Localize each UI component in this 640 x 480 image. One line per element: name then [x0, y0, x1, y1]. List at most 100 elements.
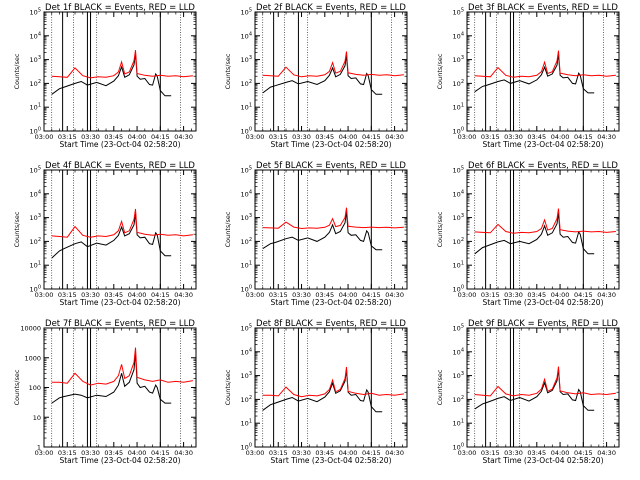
- y-tick-label: 103: [241, 213, 252, 222]
- x-tick-label: 03:30: [81, 133, 100, 141]
- y-tick-label: 103: [241, 55, 252, 64]
- y-tick-label: 10: [33, 414, 41, 422]
- plot-area: [262, 328, 404, 447]
- plot-frame: [466, 11, 620, 132]
- x-tick-label: 03:15: [481, 449, 500, 457]
- panel-title: Det 2f BLACK = Events, RED = LLD: [256, 3, 406, 13]
- y-tick-label: 102: [30, 79, 41, 88]
- x-tick-label: 04:00: [551, 449, 570, 457]
- x-tick-label: 04:30: [385, 291, 404, 299]
- y-tick-label: 103: [453, 55, 464, 64]
- y-tick-label: 103: [30, 213, 41, 222]
- x-tick-label: 04:15: [151, 291, 170, 299]
- y-tick-label: 105: [453, 324, 464, 333]
- y-tick-label: 100: [30, 285, 41, 294]
- x-tick-label: 03:45: [527, 133, 546, 141]
- series-lld-line: [262, 207, 404, 230]
- y-tick-label: 100: [453, 443, 464, 452]
- plot-area: [51, 12, 193, 131]
- y-tick-label: 100: [29, 384, 41, 392]
- x-tick-label: 04:30: [174, 133, 193, 141]
- panel-det-5f: Det 5f BLACK = Events, RED = LLD 100 101 10…: [224, 161, 408, 307]
- y-tick-label: 101: [453, 261, 464, 270]
- plot-frame: [466, 169, 620, 290]
- panel-title: Det 8f BLACK = Events, RED = LLD: [256, 319, 406, 329]
- y-tick-label: 100: [30, 127, 41, 136]
- x-tick-label: 04:00: [339, 291, 358, 299]
- y-axis-label: Counts/sec: [436, 53, 444, 89]
- x-tick-label: 03:00: [246, 449, 265, 457]
- panel-det-7f: Det 7f BLACK = Events, RED = LLD 1 10 100 10…: [13, 319, 197, 465]
- x-tick-label: 03:00: [458, 449, 477, 457]
- x-tick-label: 03:30: [504, 291, 523, 299]
- plot-area: [474, 328, 616, 447]
- series-lld-line: [51, 347, 193, 386]
- panel-det-8f: Det 8f BLACK = Events, RED = LLD 100 101 10…: [224, 319, 408, 465]
- y-tick-label: 101: [30, 261, 41, 270]
- y-tick-label: 101: [30, 103, 41, 112]
- y-tick-label: 101: [241, 419, 252, 428]
- x-tick-label: 03:15: [481, 291, 500, 299]
- y-tick-label: 102: [241, 79, 252, 88]
- plot-area: [51, 170, 193, 289]
- x-tick-label: 03:00: [458, 133, 477, 141]
- x-tick-label: 03:30: [292, 449, 311, 457]
- plot-frame: [254, 169, 408, 290]
- x-tick-label: 03:15: [269, 291, 288, 299]
- y-tick-label: 104: [241, 189, 252, 198]
- panel-det-6f: Det 6f BLACK = Events, RED = LLD 100 101 10…: [436, 161, 620, 307]
- x-tick-label: 03:15: [481, 133, 500, 141]
- x-tick-label: 03:45: [315, 133, 334, 141]
- y-tick-label: 105: [30, 166, 41, 175]
- panel-title: Det 5f BLACK = Events, RED = LLD: [256, 161, 406, 171]
- x-tick-label: 03:30: [81, 291, 100, 299]
- x-axis-label: Start Time (23-Oct-04 02:58:20): [482, 298, 603, 307]
- x-tick-label: 04:00: [551, 133, 570, 141]
- series-lld-line: [474, 208, 616, 234]
- panel-title: Det 3f BLACK = Events, RED = LLD: [468, 3, 618, 13]
- x-tick-label: 04:15: [362, 133, 381, 141]
- x-tick-label: 03:45: [315, 449, 334, 457]
- y-axis-label: Counts/sec: [13, 211, 21, 247]
- y-tick-label: 101: [453, 419, 464, 428]
- y-tick-label: 101: [453, 103, 464, 112]
- plot-frame: [254, 327, 408, 448]
- x-axis-label: Start Time (23-Oct-04 02:58:20): [59, 456, 180, 465]
- x-axis-label: Start Time (23-Oct-04 02:58:20): [270, 456, 391, 465]
- x-tick-label: 03:15: [269, 449, 288, 457]
- y-tick-label: 100: [241, 285, 252, 294]
- plot-area: [51, 328, 193, 447]
- x-axis-label: Start Time (23-Oct-04 02:58:20): [59, 298, 180, 307]
- x-tick-label: 04:00: [551, 291, 570, 299]
- x-tick-label: 03:30: [504, 449, 523, 457]
- plot-frame: [43, 169, 197, 290]
- y-axis-label: Counts/sec: [13, 53, 21, 89]
- panel-det-2f: Det 2f BLACK = Events, RED = LLD 100 101 10…: [224, 3, 408, 149]
- x-tick-label: 03:15: [269, 133, 288, 141]
- y-tick-label: 100: [453, 127, 464, 136]
- y-tick-label: 100: [241, 443, 252, 452]
- x-tick-label: 04:30: [174, 291, 193, 299]
- y-tick-label: 105: [30, 8, 41, 17]
- x-tick-label: 04:30: [597, 133, 616, 141]
- x-tick-label: 03:30: [81, 449, 100, 457]
- panel-det-1f: Det 1f BLACK = Events, RED = LLD 100 101 10…: [13, 3, 197, 149]
- series-events-line: [51, 352, 172, 404]
- panel-det-9f: Det 9f BLACK = Events, RED = LLD 100 101 10…: [436, 319, 620, 465]
- plot-frame: [43, 11, 197, 132]
- x-tick-label: 03:00: [35, 133, 54, 141]
- x-tick-label: 04:15: [362, 291, 381, 299]
- panel-det-3f: Det 3f BLACK = Events, RED = LLD 100 101 10…: [436, 3, 620, 149]
- x-tick-label: 04:30: [385, 449, 404, 457]
- plot-frame: [254, 11, 408, 132]
- y-tick-label: 105: [453, 8, 464, 17]
- panel-title: Det 1f BLACK = Events, RED = LLD: [45, 3, 195, 13]
- series-events-line: [262, 370, 383, 413]
- y-tick-label: 105: [241, 8, 252, 17]
- x-tick-label: 04:15: [574, 291, 593, 299]
- x-tick-label: 04:15: [151, 449, 170, 457]
- y-axis-label: Counts/sec: [224, 53, 232, 89]
- x-tick-label: 04:15: [151, 133, 170, 141]
- y-tick-label: 102: [30, 237, 41, 246]
